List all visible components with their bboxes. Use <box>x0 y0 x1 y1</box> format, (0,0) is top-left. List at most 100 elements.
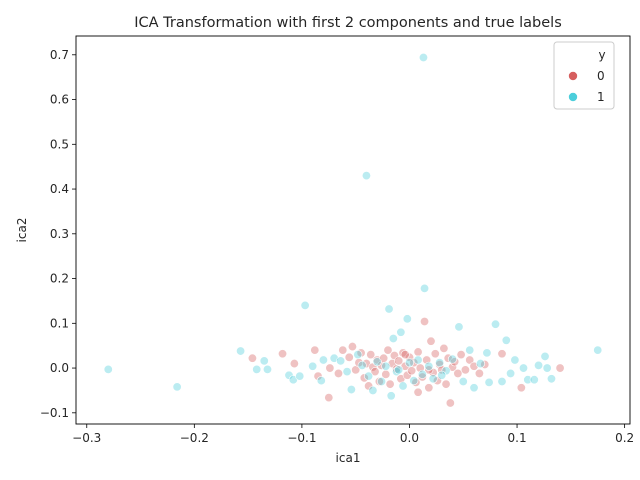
scatter-point-y1 <box>424 361 434 371</box>
scatter-point-y0 <box>400 350 410 360</box>
scatter-point-y1 <box>497 376 507 386</box>
scatter-point-y1 <box>529 375 539 385</box>
scatter-point-y0 <box>383 345 393 355</box>
y-tick-label: 0.4 <box>50 182 69 196</box>
scatter-point-y1 <box>523 375 533 385</box>
scatter-point-y0 <box>325 363 335 373</box>
scatter-point-y1 <box>491 319 501 329</box>
scatter-point-y1 <box>428 374 438 384</box>
y-axis-label: ica2 <box>15 218 29 243</box>
scatter-point-y0 <box>424 383 434 393</box>
scatter-point-y0 <box>456 350 466 360</box>
legend-marker-1 <box>568 92 578 102</box>
legend-title: y <box>598 48 605 62</box>
scatter-point-y0 <box>385 379 395 389</box>
y-tick-label: 0.5 <box>50 137 69 151</box>
scatter-point-y1 <box>484 377 494 387</box>
scatter-point-y0 <box>445 398 455 408</box>
scatter-point-y0 <box>324 393 334 403</box>
scatter-point-y1 <box>252 364 262 374</box>
scatter-point-y1 <box>542 363 552 373</box>
scatter-point-y1 <box>437 370 447 380</box>
scatter-point-y0 <box>439 343 449 353</box>
x-tick-label: 0.2 <box>615 431 634 445</box>
scatter-point-y0 <box>333 368 343 378</box>
scatter-point-y1 <box>342 367 352 377</box>
scatter-point-y1 <box>308 361 318 371</box>
scatter-point-y1 <box>404 358 414 368</box>
scatter-point-y1 <box>458 376 468 386</box>
scatter-point-y0 <box>374 376 384 386</box>
scatter-point-y0 <box>394 356 404 366</box>
scatter-point-y0 <box>407 366 417 376</box>
scatter-point-y1 <box>420 283 430 293</box>
scatter-point-y0 <box>381 369 391 379</box>
legend-label-0: 0 <box>597 69 605 83</box>
scatter-point-y1 <box>368 385 378 395</box>
scatter-point-y0 <box>426 336 436 346</box>
x-tick-label: 0.1 <box>508 431 527 445</box>
x-axis: −0.3 −0.2 −0.1 0.0 0.1 0.2 <box>72 424 634 445</box>
scatter-point-y0 <box>516 383 526 393</box>
x-tick-label: −0.3 <box>72 431 101 445</box>
scatter-point-y1 <box>103 364 113 374</box>
y-tick-label: 0.0 <box>50 361 69 375</box>
scatter-point-y1 <box>593 345 603 355</box>
scatter-point-y1 <box>534 360 544 370</box>
scatter-point-y1 <box>418 52 428 62</box>
scatter-point-y0 <box>310 345 320 355</box>
scatter-point-y1 <box>409 376 419 386</box>
scatter-point-y1 <box>435 358 445 368</box>
scatter-point-y0 <box>465 355 475 365</box>
scatter-point-y1 <box>465 345 475 355</box>
scatter-point-y1 <box>475 359 485 369</box>
scatter-point-y1 <box>546 374 556 384</box>
scatter-point-y1 <box>377 376 387 386</box>
scatter-point-y1 <box>346 385 356 395</box>
scatter-point-y0 <box>420 317 430 327</box>
points-layer <box>103 52 603 408</box>
scatter-point-y0 <box>413 387 423 397</box>
scatter-point-y0 <box>344 352 354 362</box>
scatter-point-y1 <box>506 368 516 378</box>
scatter-point-y1 <box>172 382 182 392</box>
y-tick-label: 0.2 <box>50 272 69 286</box>
y-tick-label: 0.7 <box>50 48 69 62</box>
scatter-point-y1 <box>447 354 457 364</box>
legend-label-1: 1 <box>597 90 605 104</box>
x-tick-label: 0.0 <box>400 431 419 445</box>
scatter-point-y1 <box>398 381 408 391</box>
x-tick-label: −0.2 <box>180 431 209 445</box>
y-tick-label: −0.1 <box>40 406 69 420</box>
scatter-point-y0 <box>555 363 565 373</box>
scatter-point-y1 <box>501 335 511 345</box>
scatter-point-y0 <box>474 368 484 378</box>
legend-frame <box>553 41 615 110</box>
legend-marker-0 <box>568 71 578 81</box>
scatter-point-y1 <box>372 357 382 367</box>
scatter-point-y1 <box>394 365 404 375</box>
scatter-point-y1 <box>316 376 326 386</box>
x-tick-label: −0.1 <box>287 431 316 445</box>
y-tick-label: 0.3 <box>50 227 69 241</box>
scatter-point-y1 <box>518 363 528 373</box>
scatter-point-y1 <box>259 356 269 366</box>
scatter-point-y1 <box>357 360 367 370</box>
scatter-point-y1 <box>262 364 272 374</box>
y-axis: −0.1 0.0 0.1 0.2 0.3 0.4 0.5 0.6 0.7 <box>40 48 76 420</box>
scatter-point-y0 <box>441 379 451 389</box>
scatter-point-y1 <box>413 355 423 365</box>
x-axis-label: ica1 <box>336 451 361 465</box>
scatter-point-y0 <box>417 372 427 382</box>
scatter-point-y0 <box>347 342 357 352</box>
scatter-point-y0 <box>313 371 323 381</box>
scatter-point-y0 <box>413 347 423 357</box>
scatter-point-y0 <box>460 365 470 375</box>
scatter-point-y1 <box>236 346 246 356</box>
chart-title: ICA Transformation with first 2 componen… <box>134 15 562 31</box>
scatter-point-y1 <box>482 348 492 358</box>
plot-area-frame <box>75 35 631 425</box>
scatter-point-y0 <box>366 350 376 360</box>
scatter-point-y0 <box>278 349 288 359</box>
